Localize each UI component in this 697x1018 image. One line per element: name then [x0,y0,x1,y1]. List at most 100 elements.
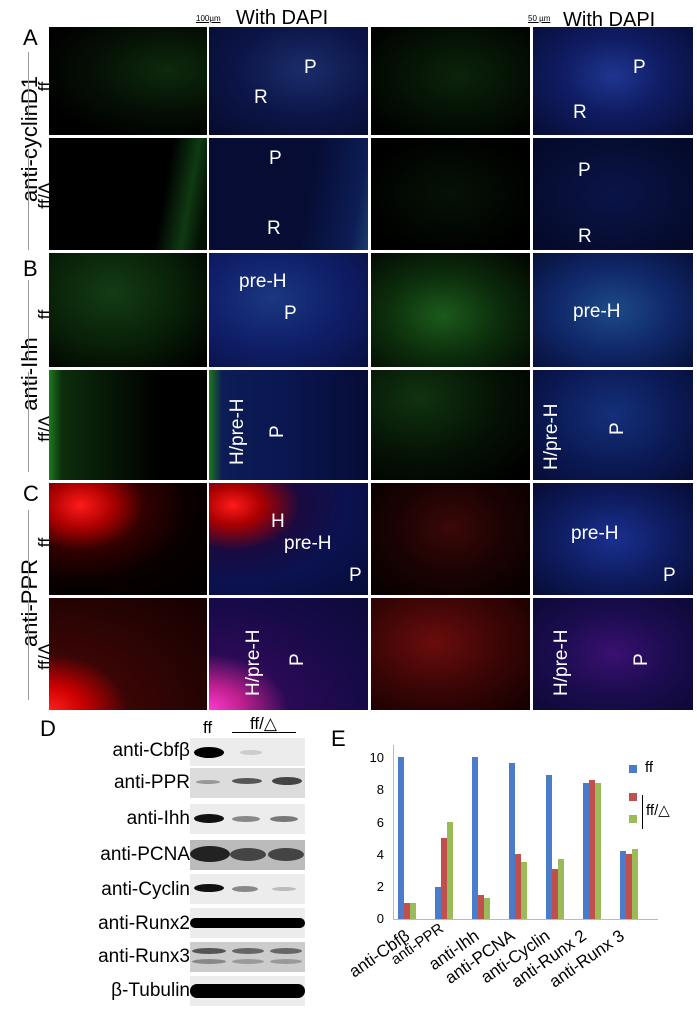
zone-label: P [607,422,628,435]
bar-ffdelta-2 [410,902,416,919]
band [232,816,260,822]
bar-ffdelta-2 [521,862,527,919]
blot-label: anti-Cbfβ [112,740,190,761]
micrograph-a-ffdelta-low-dapi: P R [209,138,368,250]
legend-swatch-ff [629,765,637,773]
bar-ffdelta-1 [552,868,558,919]
blot-label: β-Tubulin [111,980,190,1001]
zone-label: R [254,87,268,108]
micrograph-c-ffdelta-low [49,598,207,710]
micrograph-a-ff-high [371,27,530,135]
divider [28,372,29,472]
bar-ff [546,774,552,919]
blot-strip-pcna [190,840,305,870]
zone-label: P [631,653,652,666]
band [232,886,258,892]
band [268,848,304,861]
band [232,778,262,784]
zone-label: P [663,565,676,586]
zone-label: P [304,57,317,78]
blot-strip-cyclin [190,874,305,904]
micrograph-b-ff-high-dapi: pre-H [533,253,693,367]
bar-ffdelta-2 [632,849,638,919]
y-tick: 8 [376,782,384,797]
micrograph-a-ffdelta-low [49,138,207,250]
divider [28,280,29,360]
lane-bracket-line [232,732,296,733]
zone-label: H/pre-H [551,629,572,696]
band [196,780,220,784]
band [232,959,264,964]
zone-label: P [633,57,646,78]
zone-label: pre-H [239,271,287,292]
panel-letter-b: B [23,256,38,281]
bar-ffdelta-2 [484,897,490,919]
bar-ff [620,850,626,919]
micrograph-b-ffdelta-low-dapi: H/pre-H P [209,370,368,480]
legend-swatch-mutant-1 [629,793,637,801]
legend-label-mutant: ff/△ [646,802,670,819]
micrograph-c-ffdelta-high-dapi: H/pre-H P [533,598,693,710]
zone-label: H/pre-H [541,403,562,470]
divider [28,510,29,590]
blot-strip-tubulin [190,976,305,1006]
x-axis [393,919,658,920]
panel-letter-c: C [23,481,39,506]
micrograph-c-ff-low-dapi: H pre-H P [209,483,368,595]
blot-strip-ihh [190,804,305,834]
column-header-with-dapi-high: With DAPI [563,9,656,31]
divider [28,600,29,700]
blot-label: anti-Ihh [126,808,190,829]
band [192,948,226,954]
zone-label: pre-H [571,523,619,544]
blot-label: anti-Cyclin [101,879,190,900]
band [190,984,305,998]
plot-area [394,757,658,919]
band [272,777,302,785]
micrograph-c-ffdelta-high [371,598,530,710]
blot-label: anti-Runx2 [98,913,190,934]
blot-strip-ppr [190,768,305,798]
zone-label: P [267,425,288,438]
zone-label: R [267,218,281,239]
band [194,747,224,758]
zone-label: P [269,148,282,169]
band [194,814,224,823]
band [272,887,296,891]
micrograph-c-ff-low [49,483,207,595]
bar-ffdelta-2 [558,859,564,919]
blot-label: anti-PCNA [100,844,190,865]
band [240,750,262,755]
bar-ff [472,757,478,919]
micrograph-b-ff-low-dapi: pre-H P [209,253,368,367]
blot-strip-cbfb [190,738,305,766]
band [192,959,226,964]
micrograph-a-ffdelta-high-dapi: P R [533,138,693,250]
band [270,948,302,954]
bar-ffdelta-1 [478,894,484,919]
band [232,948,264,954]
micrograph-b-ffdelta-high [371,370,530,480]
micrograph-c-ff-high-dapi: pre-H P [533,483,693,595]
zone-label: P [578,160,591,181]
micrograph-b-ffdelta-high-dapi: H/pre-H P [533,370,693,480]
micrograph-b-ff-high [371,253,530,367]
panel-letter-e: E [331,726,346,751]
band [270,959,302,964]
zone-label: P [287,653,308,666]
scale-bar-50um: 50 µm [528,14,551,23]
zone-label: H/pre-H [227,398,248,465]
y-axis [393,745,394,920]
micrograph-a-ff-low [49,27,207,135]
zone-label: P [284,303,297,324]
zone-label: H/pre-H [243,629,264,696]
divider [28,52,29,118]
column-header-with-dapi-low: With DAPI [236,7,329,29]
bar-ff [398,757,404,919]
bar-ff [509,763,515,919]
blot-strip-runx3 [190,942,305,972]
y-tick: 0 [376,911,384,926]
scale-bar-100um: 100µm [196,14,221,23]
zone-label: pre-H [573,301,621,322]
bar-ff [435,886,441,919]
